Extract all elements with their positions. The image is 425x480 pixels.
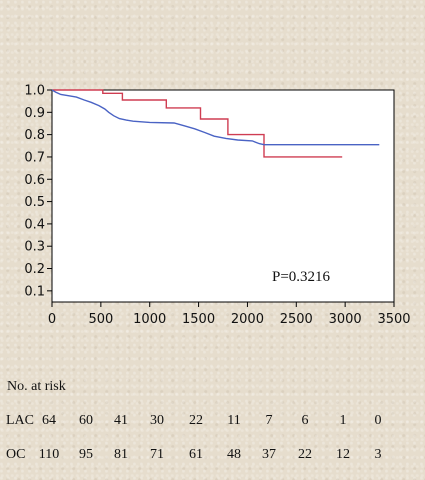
- p-value-annotation: P=0.3216: [272, 269, 331, 285]
- x-tick-label: 0: [48, 312, 56, 327]
- risk-row-label: LAC: [6, 413, 34, 428]
- y-tick-label: 0.4: [24, 217, 45, 232]
- y-tick-label: 0.3: [24, 240, 45, 255]
- risk-row-lac: LAC 64 60 41 30 22 11 7 6 1 0: [0, 413, 425, 433]
- y-tick-label: 0.5: [24, 195, 45, 210]
- risk-cell: 30: [150, 413, 164, 428]
- risk-cell: 64: [42, 413, 56, 428]
- risk-cell: 12: [336, 447, 350, 462]
- x-tick-label: 500: [88, 312, 113, 327]
- x-axis: 0 500 1000 1500 2000 2500 3000 3500: [48, 302, 411, 327]
- x-tick-label: 2500: [280, 312, 313, 327]
- risk-cell: 60: [79, 413, 93, 428]
- risk-cell: 22: [189, 413, 203, 428]
- risk-cell: 3: [374, 447, 382, 462]
- survival-curve-2: [51, 89, 380, 146]
- risk-row-label: OC: [6, 447, 26, 462]
- x-tick-label: 2000: [231, 312, 264, 327]
- y-tick-label: 1.0: [24, 84, 45, 99]
- risk-cell: 48: [227, 447, 241, 462]
- risk-cell: 95: [79, 447, 93, 462]
- survival-chart: 0.1 0.2 0.3 0.4 0.5 0.6 0.7 0.8 0.9 1.0 0 500 1000 1…: [24, 84, 411, 328]
- y-axis: 0.1 0.2 0.3 0.4 0.5 0.6 0.7 0.8 0.9 1.0: [24, 84, 52, 299]
- risk-cell: 81: [114, 447, 128, 462]
- plot-area: [51, 89, 395, 303]
- risk-cell: 0: [374, 413, 382, 428]
- y-tick-label: 0.8: [24, 128, 45, 143]
- x-tick-label: 3500: [377, 312, 410, 327]
- risk-row-oc: OC 110 95 81 71 61 48 37 22 12 3: [0, 447, 425, 467]
- survival-curves: [51, 89, 380, 158]
- survival-curve-1: [52, 89, 343, 158]
- x-tick-label: 1500: [182, 312, 215, 327]
- risk-cell: 7: [265, 413, 273, 428]
- y-tick-label: 0.7: [24, 150, 45, 165]
- risk-cell: 22: [298, 447, 312, 462]
- y-tick-label: 0.6: [24, 173, 45, 188]
- risk-cell: 41: [114, 413, 128, 428]
- risk-cell: 71: [150, 447, 164, 462]
- risk-cell: 61: [189, 447, 203, 462]
- risk-cell: 6: [301, 413, 309, 428]
- risk-cell: 37: [262, 447, 276, 462]
- risk-table: No. at risk LAC 64 60 41 30 22 11 7 6 1 0 OC 110 9…: [0, 370, 425, 470]
- y-tick-label: 0.9: [24, 106, 45, 121]
- risk-cell: 11: [227, 413, 241, 428]
- x-tick-label: 3000: [329, 312, 362, 327]
- x-tick-label: 1000: [133, 312, 166, 327]
- risk-table-title: No. at risk: [7, 379, 66, 394]
- y-tick-label: 0.2: [24, 262, 45, 277]
- risk-cell: 1: [339, 413, 347, 428]
- y-tick-label: 0.1: [24, 284, 45, 299]
- risk-cell: 110: [38, 447, 60, 462]
